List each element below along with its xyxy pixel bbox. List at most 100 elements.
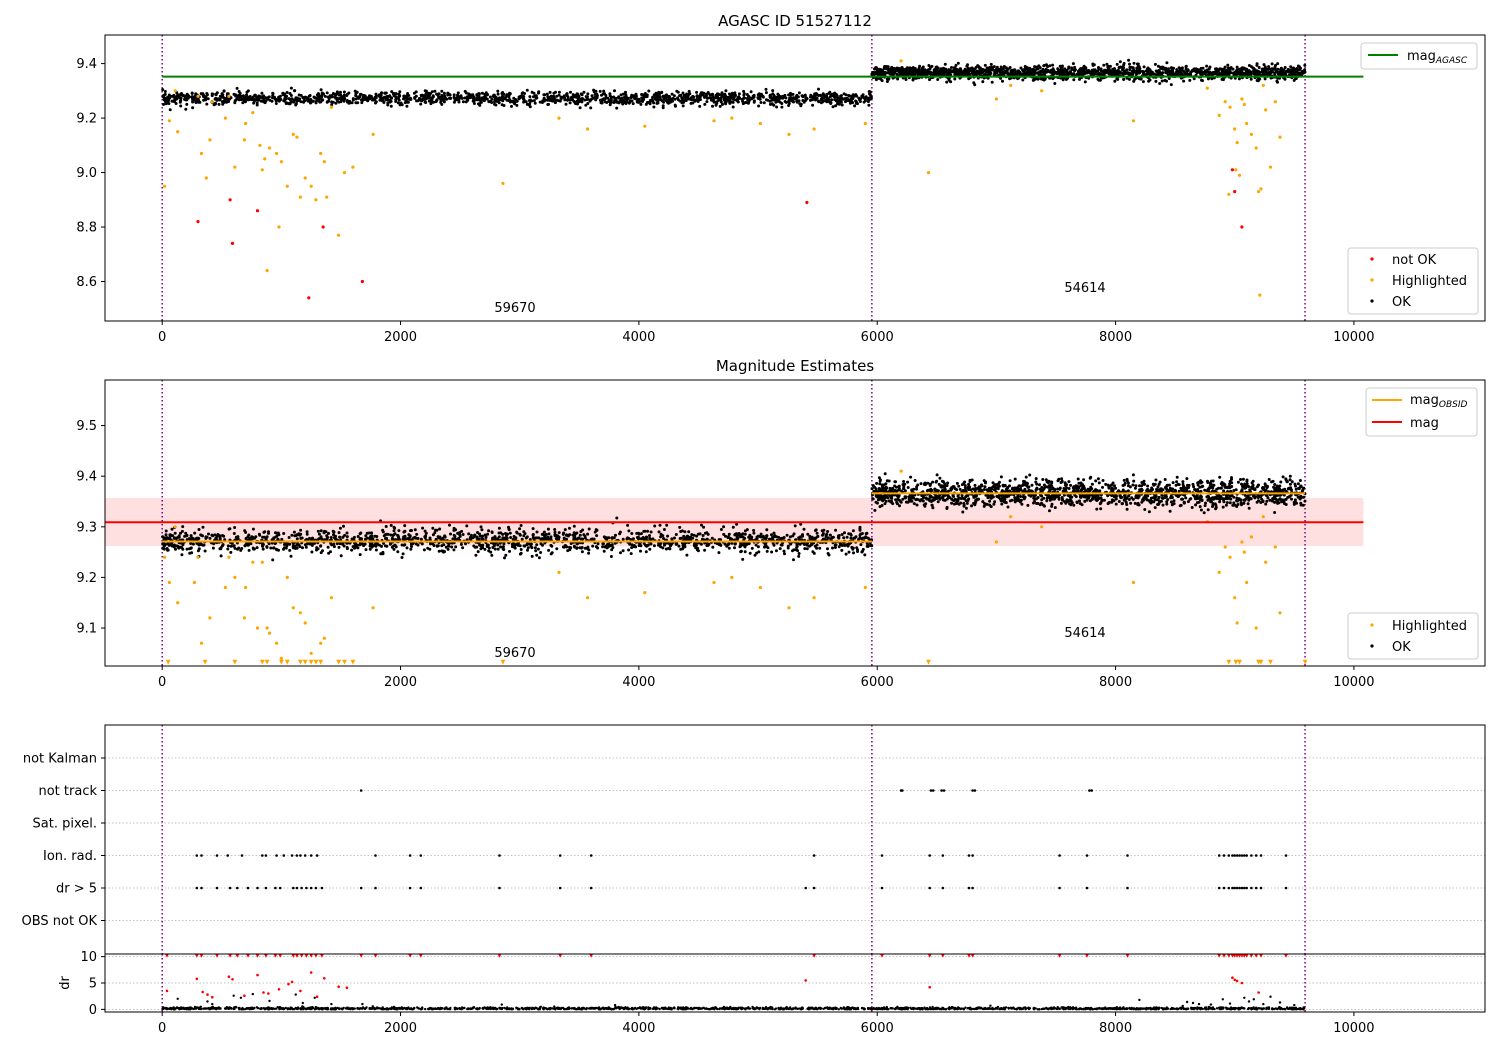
ok-point bbox=[1265, 499, 1269, 503]
ok-point bbox=[173, 531, 177, 535]
ok-point bbox=[698, 97, 702, 101]
ok-point bbox=[842, 536, 846, 540]
highlighted-point bbox=[210, 100, 214, 104]
ok-point bbox=[269, 546, 273, 550]
ok-point bbox=[204, 97, 208, 101]
ok-point bbox=[520, 91, 524, 95]
ok-point bbox=[615, 106, 619, 110]
ok-point bbox=[1084, 71, 1088, 74]
ok-point bbox=[205, 535, 209, 539]
ok-point bbox=[528, 542, 531, 546]
ok-point bbox=[165, 96, 169, 100]
ok-point bbox=[750, 546, 754, 550]
highlighted-point bbox=[342, 171, 347, 175]
ok-point bbox=[535, 553, 539, 557]
ok-point bbox=[677, 544, 681, 548]
highlighted-point bbox=[501, 181, 505, 185]
ok-point bbox=[358, 543, 362, 547]
ok-point bbox=[299, 100, 303, 104]
ok-point bbox=[364, 548, 368, 552]
ok-point bbox=[885, 66, 889, 70]
ok-point bbox=[1033, 65, 1037, 69]
ok-point bbox=[406, 92, 410, 95]
ok-point bbox=[657, 93, 661, 97]
ok-point bbox=[460, 529, 464, 533]
ok-point bbox=[414, 542, 418, 546]
ok-point bbox=[813, 94, 817, 98]
ok-point bbox=[944, 67, 948, 71]
ok-point bbox=[515, 103, 519, 107]
ok-point bbox=[674, 533, 678, 536]
ok-point bbox=[731, 525, 735, 529]
ok-point bbox=[582, 90, 586, 94]
ok-point bbox=[166, 542, 170, 546]
ok-point bbox=[319, 95, 323, 99]
ok-point bbox=[667, 97, 671, 101]
ok-point bbox=[1070, 66, 1074, 70]
ok-point bbox=[858, 536, 862, 540]
ok-point bbox=[779, 96, 783, 100]
ok-point bbox=[752, 99, 756, 103]
ok-point bbox=[319, 544, 323, 548]
ok-point bbox=[530, 99, 534, 103]
ok-point bbox=[696, 546, 700, 550]
ok-point bbox=[994, 68, 998, 72]
ok-point bbox=[253, 99, 256, 103]
highlighted-point bbox=[277, 225, 281, 229]
ok-point bbox=[759, 535, 763, 539]
ok-point bbox=[1118, 60, 1122, 64]
ok-point bbox=[178, 96, 182, 100]
ok-point bbox=[461, 533, 465, 536]
ok-point bbox=[642, 529, 646, 533]
ok-point bbox=[488, 95, 492, 99]
ok-point bbox=[232, 532, 236, 535]
ok-point bbox=[792, 548, 796, 552]
ok-point bbox=[554, 90, 557, 94]
ok-point bbox=[885, 80, 889, 83]
ok-point bbox=[681, 91, 685, 95]
ok-point bbox=[826, 547, 829, 551]
ok-point bbox=[411, 542, 415, 546]
ok-point bbox=[280, 537, 284, 541]
ok-point bbox=[393, 543, 397, 547]
ok-point bbox=[392, 547, 396, 551]
ok-point bbox=[1169, 83, 1173, 87]
ok-point bbox=[538, 100, 542, 104]
ok-point bbox=[422, 548, 426, 552]
ok-point bbox=[1217, 71, 1221, 75]
ok-point bbox=[1276, 80, 1279, 84]
ok-point bbox=[673, 536, 676, 540]
ok-point bbox=[572, 524, 576, 528]
ok-point bbox=[277, 97, 281, 101]
ok-point bbox=[181, 525, 185, 529]
ok-point bbox=[217, 102, 221, 106]
ok-point bbox=[626, 523, 630, 527]
ok-point bbox=[1146, 66, 1150, 70]
ok-point bbox=[828, 533, 832, 537]
ok-point bbox=[297, 533, 301, 537]
ok-point bbox=[562, 94, 566, 98]
ok-point bbox=[474, 553, 478, 557]
ok-point bbox=[345, 94, 349, 97]
ok-point bbox=[736, 98, 739, 102]
ok-point bbox=[424, 101, 428, 104]
ok-point bbox=[705, 531, 709, 535]
ok-point bbox=[821, 100, 825, 104]
ok-point bbox=[526, 546, 530, 550]
ok-point bbox=[533, 101, 537, 105]
ok-point bbox=[546, 527, 550, 531]
ok-point bbox=[512, 535, 516, 538]
ok-point bbox=[335, 542, 339, 546]
ok-point bbox=[969, 66, 973, 70]
ok-point bbox=[637, 97, 641, 101]
ok-point bbox=[1132, 79, 1136, 83]
ok-point bbox=[679, 547, 683, 551]
highlighted-point bbox=[730, 116, 734, 120]
highlighted-point bbox=[1264, 108, 1268, 112]
ok-point bbox=[327, 531, 330, 535]
ok-point bbox=[440, 89, 444, 93]
ok-point bbox=[496, 92, 500, 96]
highlighted-point bbox=[176, 130, 180, 134]
ok-point bbox=[319, 529, 323, 533]
ok-point bbox=[781, 536, 785, 540]
